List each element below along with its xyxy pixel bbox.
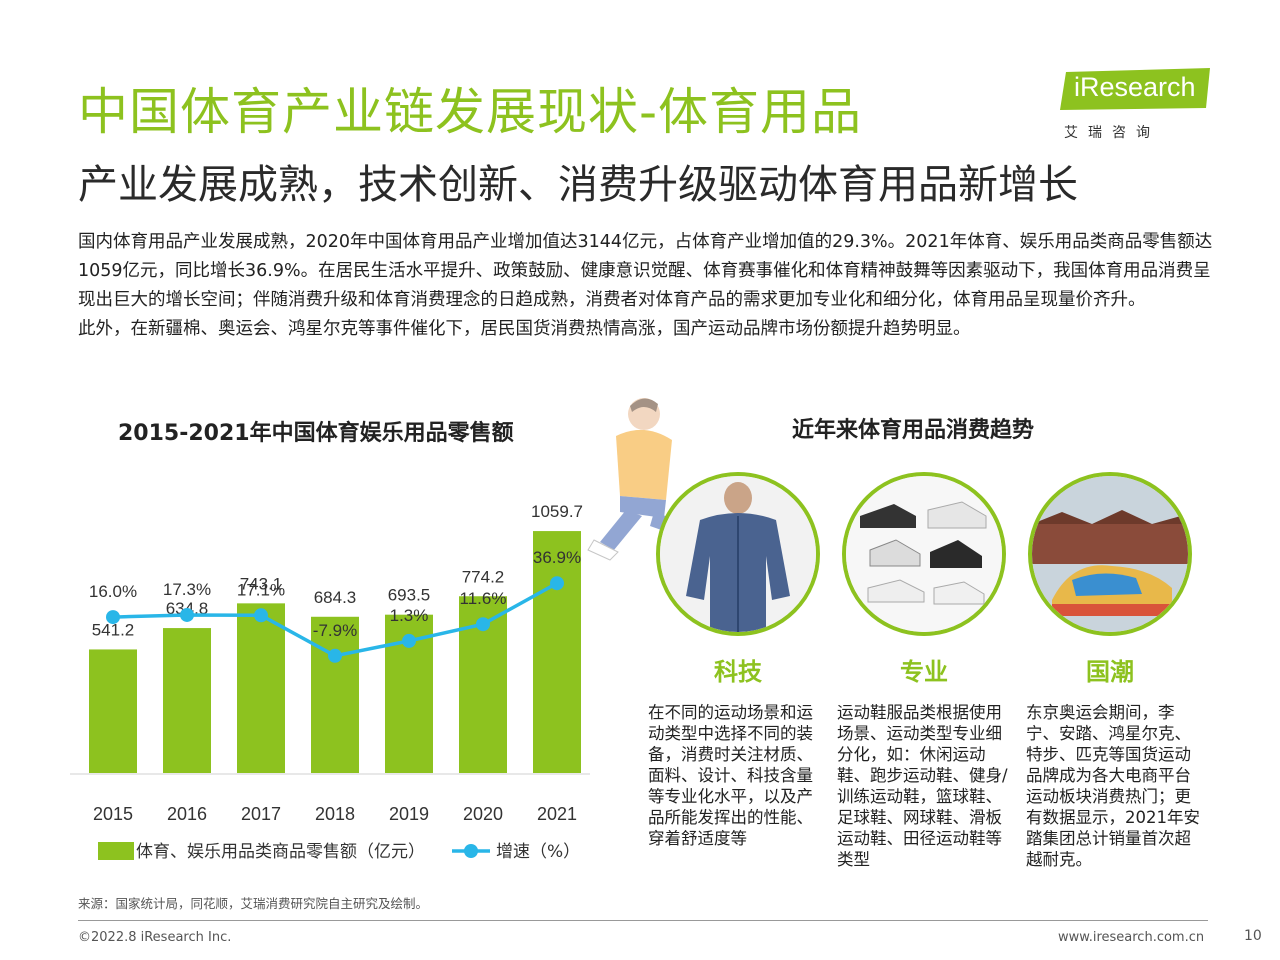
growth-value-label: -7.9% xyxy=(313,621,357,640)
growth-point-2015 xyxy=(106,610,120,625)
x-tick-label: 2019 xyxy=(389,804,429,824)
x-tick-label: 2018 xyxy=(315,804,355,824)
intro-text: 国内体育用品产业发展成熟，2020年中国体育用品产业增加值达3144亿元，占体育… xyxy=(78,228,1218,344)
x-tick-label: 2020 xyxy=(463,804,503,824)
bar-value-label: 541.2 xyxy=(92,620,135,639)
legend-bar-swatch xyxy=(98,842,134,860)
guochao-shoe-image xyxy=(1028,472,1192,636)
jacket-image xyxy=(656,472,820,636)
growth-value-label: 17.3% xyxy=(163,580,211,599)
legend-line-marker xyxy=(464,844,478,858)
bar-value-label: 743.1 xyxy=(240,574,283,593)
growth-point-2017 xyxy=(254,608,268,623)
x-tick-label: 2015 xyxy=(93,804,133,824)
x-tick-label: 2021 xyxy=(537,804,577,824)
bar-value-label: 1059.7 xyxy=(531,502,583,521)
legend-line-label: 增速（%） xyxy=(496,842,580,862)
trend-text-professional: 运动鞋服品类根据使用场景、运动类型专业细分化，如：休闲运动鞋、跑步运动鞋、健身/… xyxy=(837,703,1008,869)
growth-value-label: 17.1% xyxy=(237,580,285,599)
growth-point-2020 xyxy=(476,617,490,632)
logo-mark-icon xyxy=(1060,68,1210,110)
page-number: 10 xyxy=(1244,928,1262,944)
iresearch-logo: iResearch 艾瑞咨询 xyxy=(1060,68,1220,148)
x-tick-label: 2016 xyxy=(167,804,207,824)
logo-chinese-text: 艾瑞咨询 xyxy=(1064,125,1160,141)
bar-2015 xyxy=(89,649,137,773)
sneakers-icon xyxy=(846,476,1002,632)
guochao-shoe-icon xyxy=(1032,476,1188,632)
trend-text-tech: 在不同的运动场景和运动类型中选择不同的装备，消费时关注材质、面料、设计、科技含量… xyxy=(648,703,813,848)
bar-value-label: 684.3 xyxy=(314,588,357,607)
source-note: 来源：国家统计局，同花顺，艾瑞消费研究院自主研究及绘制。 xyxy=(78,896,429,911)
bar-2021 xyxy=(533,531,581,773)
intro-paragraph-2: 此外，在新疆棉、奥运会、鸿星尔克等事件催化下，居民国货消费热情高涨，国产运动品牌… xyxy=(78,319,971,339)
trend-text-guochao: 东京奥运会期间，李宁、安踏、鸿星尔克、特步、匹克等国货运动品牌成为各大电商平台运… xyxy=(1026,703,1200,869)
bar-value-label: 693.5 xyxy=(388,586,431,605)
intro-paragraph-1: 国内体育用品产业发展成熟，2020年中国体育用品产业增加值达3144亿元，占体育… xyxy=(78,232,1213,310)
growth-point-2016 xyxy=(180,607,194,622)
bar-2017 xyxy=(237,603,285,773)
trends-title: 近年来体育用品消费趋势 xyxy=(792,418,1035,443)
growth-value-label: 11.6% xyxy=(460,589,507,608)
chart-canvas: 541.22015634.82016743.12017684.32018693.… xyxy=(70,502,590,862)
trend-label-professional: 专业 xyxy=(900,658,948,686)
page-title: 中国体育产业链发展现状-体育用品 xyxy=(78,83,863,141)
growth-value-label: 16.0% xyxy=(89,582,137,601)
page-subtitle: 产业发展成熟，技术创新、消费升级驱动体育用品新增长 xyxy=(78,162,1078,208)
growth-value-label: 1.3% xyxy=(390,606,429,625)
bar-2018 xyxy=(311,616,359,773)
copyright: ©2022.8 iResearch Inc. xyxy=(78,930,232,945)
bar-value-label: 774.2 xyxy=(462,567,505,586)
x-tick-label: 2017 xyxy=(241,804,281,824)
jacket-icon xyxy=(660,476,816,632)
sneakers-image xyxy=(842,472,1006,636)
growth-point-2019 xyxy=(402,633,416,648)
legend-bar-label: 体育、娱乐用品类商品零售额（亿元） xyxy=(136,842,425,862)
growth-value-label: 36.9% xyxy=(533,548,581,567)
footer-divider xyxy=(78,920,1208,921)
growth-point-2018 xyxy=(328,648,342,663)
website-link[interactable]: www.iresearch.com.cn xyxy=(1058,930,1205,945)
bar-2016 xyxy=(163,628,211,773)
chart-title: 2015-2021年中国体育娱乐用品零售额 xyxy=(118,421,514,446)
logo-brand-text: iResearch xyxy=(1074,72,1196,102)
trend-label-guochao: 国潮 xyxy=(1086,658,1134,686)
trend-label-tech: 科技 xyxy=(714,658,762,686)
retail-sales-chart: 541.22015634.82016743.12017684.32018693.… xyxy=(70,450,630,870)
growth-point-2021 xyxy=(550,576,564,591)
